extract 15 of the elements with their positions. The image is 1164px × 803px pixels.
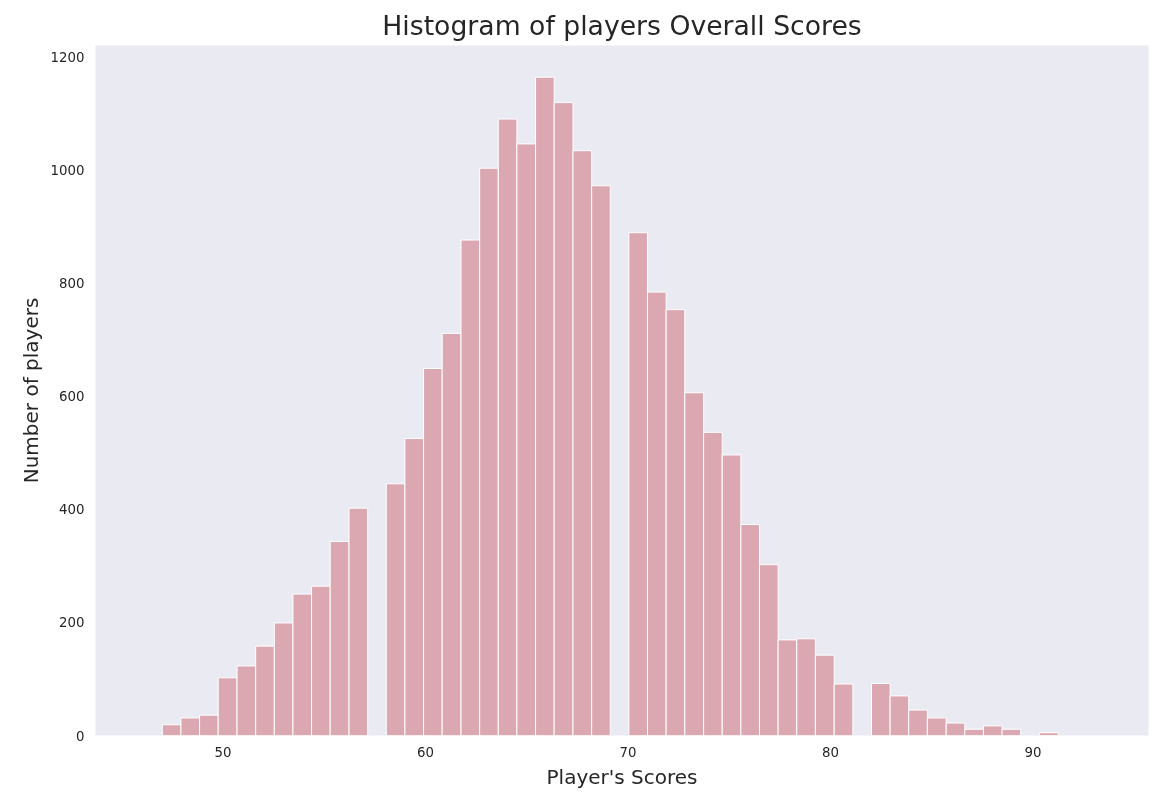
y-tick-label: 600 xyxy=(59,389,85,405)
chart-title: Histogram of players Overall Scores xyxy=(382,9,862,41)
x-tick-label: 50 xyxy=(214,744,232,760)
x-tick-label: 90 xyxy=(1024,744,1042,760)
y-tick-label: 200 xyxy=(59,615,85,631)
y-tick-label: 400 xyxy=(59,502,85,518)
y-tick-label: 0 xyxy=(76,728,85,744)
x-tick-label: 70 xyxy=(619,744,637,760)
x-tick-label: 60 xyxy=(417,744,435,760)
y-tick-label: 1000 xyxy=(50,162,85,178)
x-tick-label: 80 xyxy=(822,744,840,760)
y-tick-label: 800 xyxy=(59,276,85,292)
y-tick-label: 1200 xyxy=(50,49,85,65)
x-axis-title: Player's Scores xyxy=(546,764,698,789)
y-axis-title: Number of players xyxy=(18,297,43,484)
